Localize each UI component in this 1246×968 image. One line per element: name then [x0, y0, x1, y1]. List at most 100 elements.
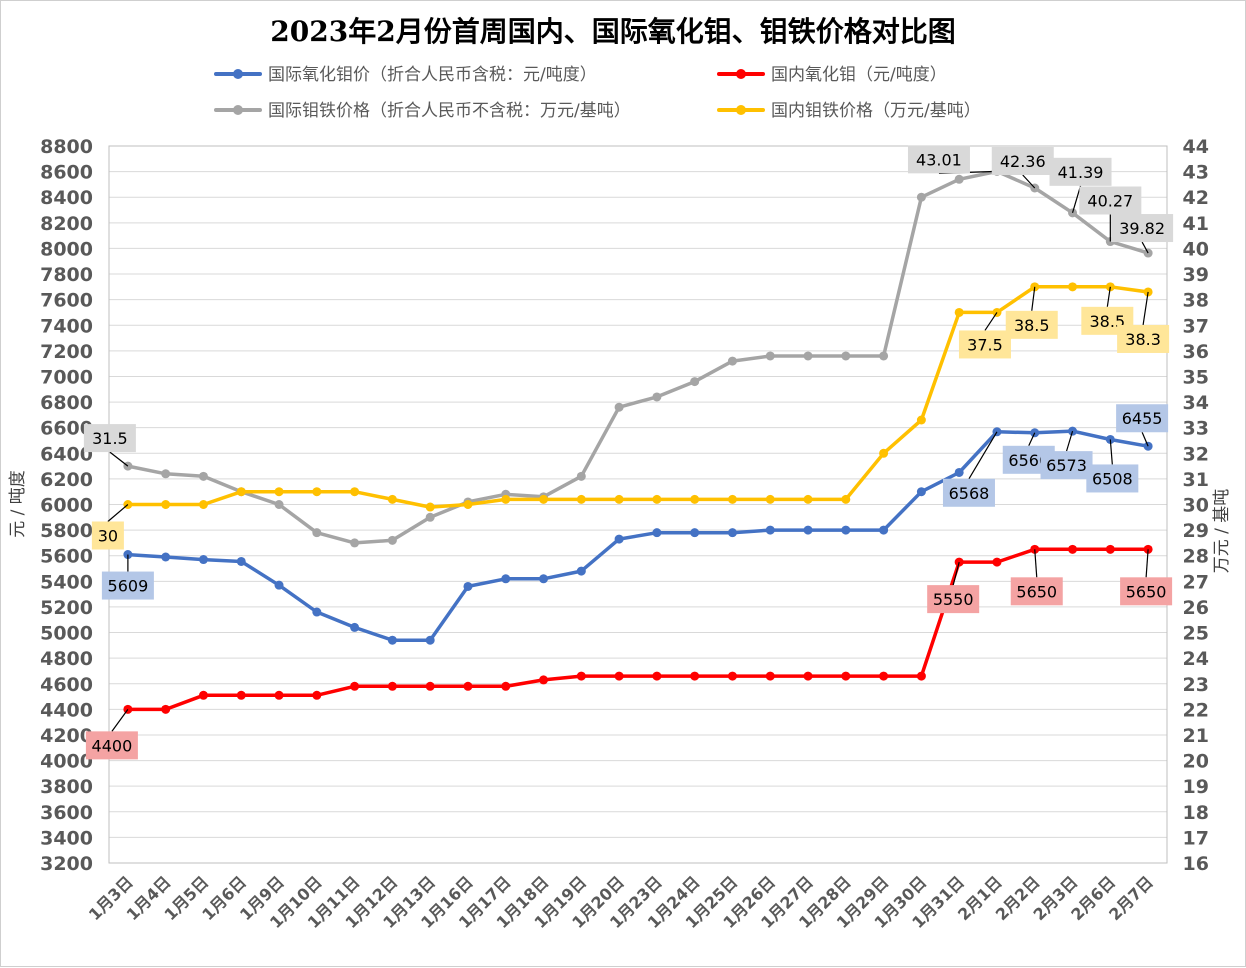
plot-area-border [108, 145, 1168, 864]
legend: 国际氧化钼价（折合人民币含税：元/吨度） 国内氧化钼（元/吨度） 国际钼铁价格（折合… [214, 65, 981, 121]
data-label: 38.5 [1090, 312, 1126, 331]
right-tick-label: 23 [1183, 674, 1209, 696]
legend-swatch-marker [233, 69, 243, 79]
left-tick-label: 8400 [40, 187, 93, 209]
data-label-box [958, 330, 1011, 359]
data-label: 38.3 [1125, 330, 1161, 349]
data-point [350, 681, 360, 691]
legend-entry: 国际氧化钼价（折合人民币含税：元/吨度） [268, 65, 597, 85]
data-label: 6508 [1092, 469, 1133, 488]
legend-swatch-marker [233, 105, 243, 115]
left-tick-label: 8200 [40, 213, 93, 235]
data-point [614, 494, 624, 504]
data-point [198, 471, 208, 481]
data-label-box [101, 571, 154, 600]
data-point [425, 681, 435, 691]
data-point [765, 525, 775, 535]
data-point [614, 402, 624, 412]
right-tick-label: 40 [1183, 238, 1209, 260]
right-tick-label: 32 [1183, 443, 1209, 465]
label-leader-line [1065, 430, 1074, 452]
data-point [803, 671, 813, 681]
data-point [161, 500, 171, 509]
data-label: 6568 [949, 484, 990, 503]
label-leader-line [1141, 241, 1149, 254]
data-point [387, 681, 397, 691]
data-point [274, 690, 284, 700]
data-point [236, 487, 246, 497]
data-point [652, 671, 662, 681]
data-point [463, 500, 473, 509]
data-point [727, 671, 737, 681]
data-point [576, 566, 586, 576]
data-point [1068, 282, 1078, 292]
data-label: 5550 [933, 590, 974, 609]
data-point [765, 494, 775, 504]
label-leader-line [1031, 286, 1036, 311]
left-axis-title: 元 / 吨度 [8, 470, 28, 538]
right-tick-label: 37 [1183, 315, 1209, 337]
data-point [916, 671, 926, 681]
data-point [576, 671, 586, 681]
data-point [879, 525, 889, 535]
data-point [350, 487, 360, 497]
left-tick-label: 7400 [40, 315, 93, 337]
right-tick-label: 24 [1183, 648, 1209, 670]
right-axis-title: 万元 / 基吨 [1212, 489, 1232, 574]
right-tick-label: 35 [1183, 366, 1209, 388]
data-point [954, 307, 964, 317]
data-point [727, 494, 737, 504]
data-label-box [1086, 464, 1139, 493]
data-point [841, 525, 851, 535]
data-point [690, 528, 700, 538]
data-point [803, 525, 813, 535]
data-label-box [942, 478, 995, 507]
data-label-box [1116, 404, 1169, 433]
right-tick-label: 22 [1183, 699, 1209, 721]
data-label-box [907, 145, 970, 174]
series-line [127, 285, 1149, 509]
data-point [312, 528, 322, 538]
right-tick-label: 36 [1183, 341, 1209, 363]
data-point [161, 469, 171, 479]
data-label: 37.5 [967, 335, 1003, 354]
right-tick-label: 28 [1183, 546, 1209, 568]
data-label-box [1049, 157, 1112, 186]
data-label: 6573 [1046, 456, 1087, 475]
data-label: 31.5 [92, 429, 128, 448]
legend-swatch-marker [736, 69, 746, 79]
left-tick-label: 4800 [40, 648, 93, 670]
right-tick-label: 25 [1183, 623, 1209, 645]
data-point [1068, 544, 1078, 554]
data-point [841, 494, 851, 504]
data-point [161, 552, 171, 562]
left-tick-label: 3800 [40, 776, 93, 798]
right-tick-label: 33 [1183, 418, 1209, 440]
data-point [879, 671, 889, 681]
data-point [425, 502, 435, 512]
data-point [690, 377, 700, 387]
series-line [127, 169, 1149, 545]
label-leader-line [109, 451, 129, 467]
data-label: 30 [98, 527, 118, 546]
data-label: 43.01 [916, 150, 962, 169]
data-point [539, 494, 549, 504]
label-leader-line [1145, 549, 1149, 578]
left-tick-label: 3400 [40, 827, 93, 849]
left-tick-label: 7600 [40, 290, 93, 312]
right-tick-label: 16 [1183, 853, 1209, 875]
data-point [236, 556, 246, 566]
right-tick-label: 39 [1183, 264, 1209, 286]
right-tick-label: 19 [1183, 776, 1209, 798]
data-point [652, 528, 662, 538]
right-tick-label: 29 [1183, 520, 1209, 542]
left-tick-label: 3600 [40, 802, 93, 824]
right-tick-label: 26 [1183, 597, 1209, 619]
data-label: 5650 [1016, 582, 1057, 601]
right-tick-label: 18 [1183, 802, 1209, 824]
data-point [916, 415, 926, 425]
data-point [614, 671, 624, 681]
data-point [879, 448, 889, 458]
data-point [274, 500, 284, 509]
